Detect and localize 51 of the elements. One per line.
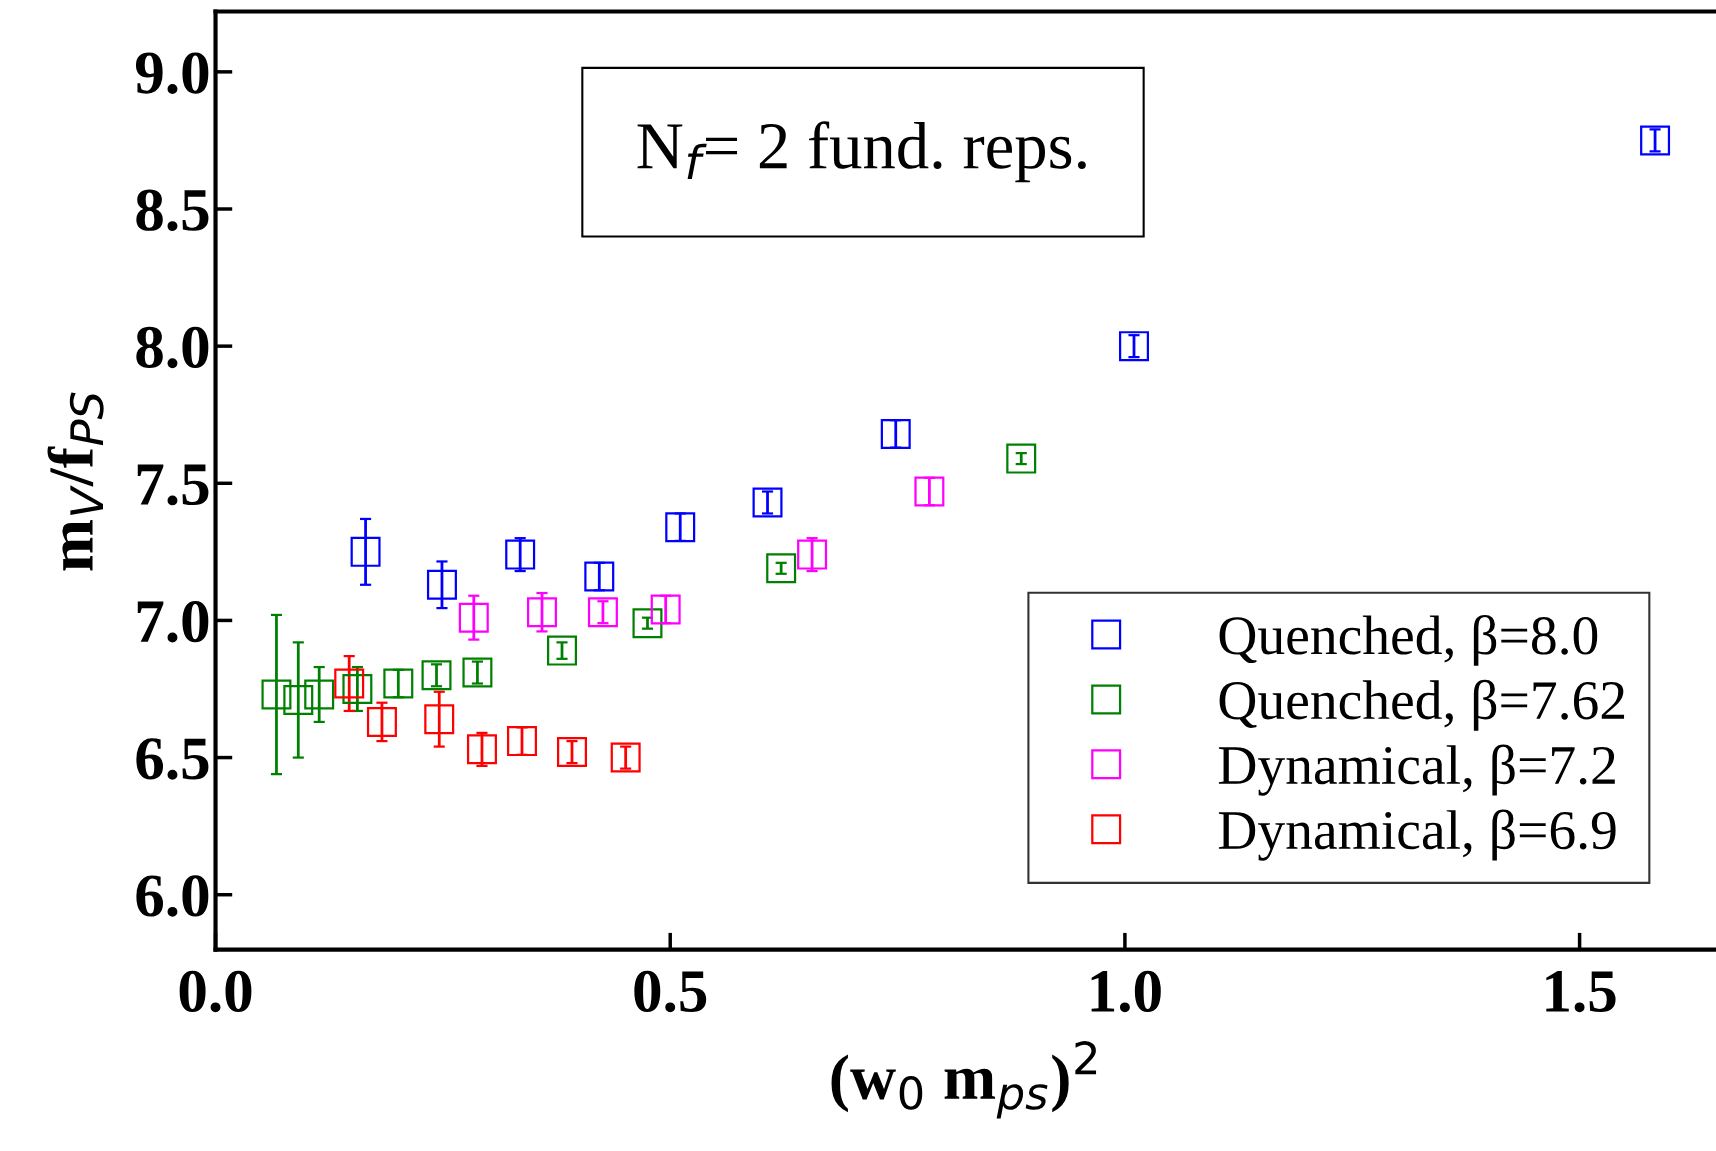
point (914, 476, 945, 507)
point (587, 597, 618, 628)
point (342, 674, 373, 704)
point (1006, 443, 1037, 474)
point (283, 684, 314, 715)
y-tick-label: 7.5 (137, 464, 209, 506)
annotation: N$_{f}$= 2 fund. reps. (637, 121, 1086, 183)
point (304, 679, 335, 710)
point (557, 737, 587, 768)
y-tick-label: 8.0 (136, 326, 209, 369)
legend-label: Dynamical, β=7.2 (1218, 744, 1615, 796)
point (466, 734, 497, 765)
point (350, 536, 381, 567)
point (261, 679, 292, 710)
x-tick-label: 0.5 (634, 970, 707, 1013)
point (650, 594, 681, 625)
legend-label: Quenched, β=8.0 (1219, 614, 1598, 666)
point (334, 668, 365, 699)
point (766, 553, 797, 584)
y-tick-label: 9.0 (135, 52, 209, 94)
point (527, 597, 557, 628)
y-tick-label: 8.5 (136, 189, 209, 232)
legend-label: Quenched, β=7.62 (1219, 679, 1625, 731)
point (424, 704, 455, 735)
point (1640, 125, 1671, 156)
point (383, 668, 414, 699)
y-tick-label: 6.0 (136, 875, 209, 917)
point (426, 569, 457, 600)
point (797, 539, 828, 570)
point (421, 660, 452, 691)
point (880, 418, 911, 449)
y-axis-title: m$_{V}$/f$_{PS}$ (47, 392, 104, 571)
point (610, 742, 641, 773)
point (462, 657, 493, 688)
point (1119, 331, 1149, 362)
x-axis-title: (w$_{0}$ m$_{ps}$)$^{2}$ (831, 1041, 1097, 1119)
point (366, 706, 397, 737)
x-tick-label: 0.0 (179, 970, 252, 1013)
point (506, 726, 537, 757)
point (752, 487, 783, 518)
point (584, 561, 615, 592)
point (547, 635, 577, 666)
point (632, 608, 663, 639)
y-tick-label: 7.0 (137, 600, 209, 643)
point (665, 512, 696, 543)
legend-label: Dynamical, β=6.9 (1218, 809, 1616, 861)
x-tick-label: 1.0 (1091, 970, 1161, 1013)
x-tick-label: 1.5 (1546, 971, 1616, 1013)
point (505, 539, 536, 570)
y-tick-label: 6.5 (136, 738, 209, 780)
point (458, 602, 489, 633)
